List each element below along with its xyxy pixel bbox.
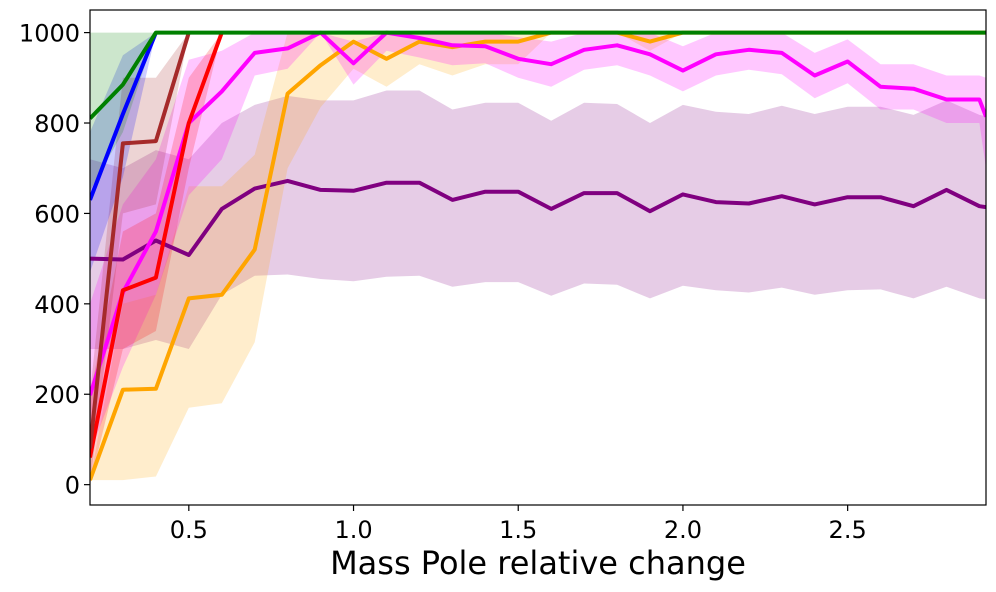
series-line-brown	[90, 32, 191, 449]
series-line-green	[90, 30, 986, 120]
y-tick-label: 800	[34, 110, 80, 138]
series-line-purple	[90, 178, 986, 262]
y-axis-ticks: 0 200 400 600 800 1000	[19, 20, 90, 500]
series-lines	[90, 30, 986, 481]
x-tick-label: 1.5	[499, 516, 537, 544]
band-orange	[90, 32, 986, 481]
series-line-magenta	[90, 30, 986, 396]
y-tick-label: 0	[65, 472, 80, 500]
band-purple	[90, 90, 986, 349]
x-tick-label: 2.0	[664, 516, 702, 544]
x-axis-title: Mass Pole relative change	[330, 544, 746, 582]
band-magenta	[90, 32, 986, 453]
y-tick-label: 1000	[19, 20, 80, 48]
plot-background	[90, 10, 986, 505]
series-line-red	[90, 31, 224, 458]
x-tick-label: 2.5	[829, 516, 867, 544]
x-axis-ticks: 0.5 1.0 1.5 2.0 2.5	[170, 505, 867, 544]
x-tick-label: 1.0	[334, 516, 372, 544]
band-red	[90, 32, 222, 485]
plot-frame	[89, 9, 987, 506]
x-tick-label: 0.5	[170, 516, 208, 544]
y-tick-label: 400	[34, 291, 80, 319]
series-line-blue	[90, 31, 158, 201]
y-tick-label: 200	[34, 381, 80, 409]
band-brown	[90, 32, 189, 485]
y-tick-label: 600	[34, 200, 80, 228]
